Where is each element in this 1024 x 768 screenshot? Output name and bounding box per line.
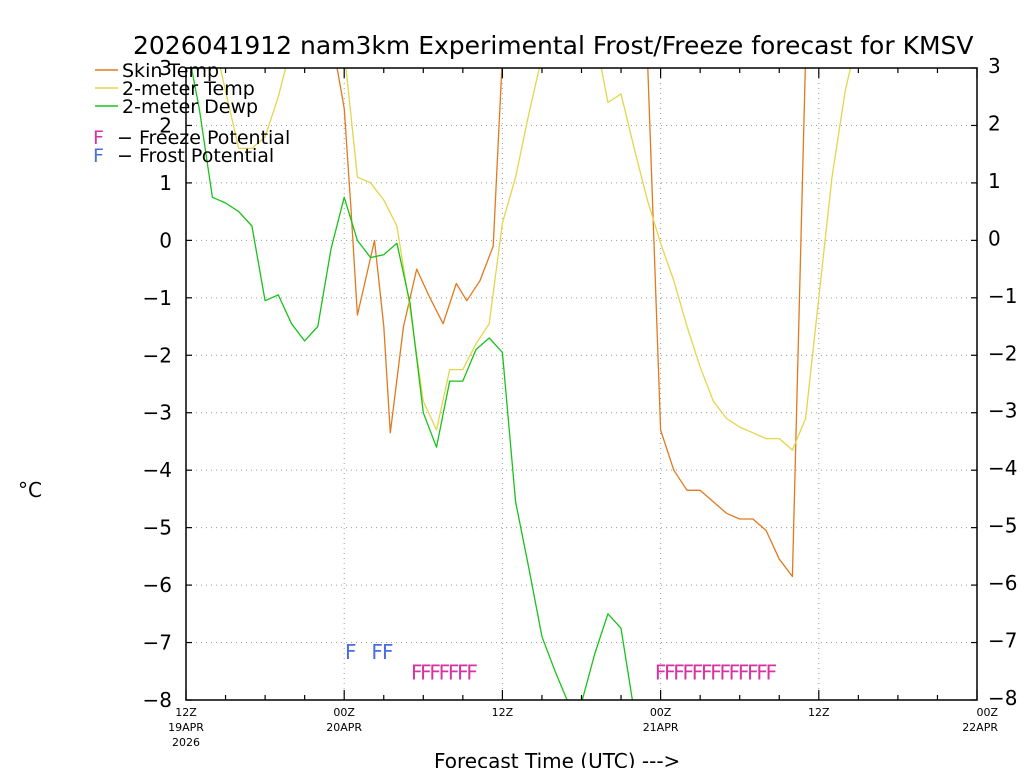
y-tick-label-right: 0 — [988, 226, 1001, 250]
legend-label: Skin Temp — [122, 60, 219, 82]
freeze-potential-marker: F — [420, 660, 432, 684]
series-layer — [190, 68, 852, 700]
y-tick-label-right: −1 — [988, 284, 1017, 308]
x-tick-label-date: 20APR — [326, 721, 362, 734]
y-tick-labels-right: 3 2 1 0 −1 −2 −3 −4 −5 −6 −7 −8 — [988, 54, 1017, 710]
y-axis-title: °C — [18, 478, 42, 502]
freeze-potential-marker: F — [664, 660, 676, 684]
y-tick-label-left: 2 — [159, 113, 172, 137]
y-tick-label-left: −4 — [143, 458, 172, 482]
series-line-2-meter-temp — [219, 68, 852, 451]
freeze-potential-marker: F — [683, 660, 695, 684]
legend-potential-label: − Frost Potential — [117, 145, 274, 167]
y-tick-label-left: −7 — [143, 631, 172, 655]
x-tick-label-date: 21APR — [643, 721, 679, 734]
freeze-potential-marker: F — [747, 660, 759, 684]
x-tick-label-year: 2026 — [172, 736, 200, 749]
y-tick-label-right: 1 — [988, 169, 1001, 193]
x-tick-label-time: 00Z — [976, 706, 998, 719]
y-tick-label-left: −5 — [143, 516, 172, 540]
y-tick-label-right: −7 — [988, 629, 1017, 653]
freeze-potential-marker: F — [655, 660, 667, 684]
freeze-potential-marker: F — [756, 660, 768, 684]
freeze-potential-marker: F — [692, 660, 704, 684]
freeze-potential-marker: F — [466, 660, 478, 684]
freeze-potential-marker: F — [729, 660, 741, 684]
x-tick-label-date: 22APR — [962, 721, 998, 734]
freeze-potential-marker: F — [439, 660, 451, 684]
y-tick-label-left: −1 — [143, 286, 172, 310]
x-tick-labels: 12Z 19APR 2026 00Z 20APR 12Z 00Z 21APR 12Z 00Z 22A… — [168, 706, 998, 749]
freeze-potential-marker: F — [766, 660, 778, 684]
x-tick-label-time: 12Z — [808, 706, 830, 719]
legend-label: 2-meter Temp — [122, 78, 255, 100]
y-tick-label-left: −3 — [143, 401, 172, 425]
x-tick-label-time: 00Z — [650, 706, 672, 719]
series-line-skin-temp — [336, 68, 806, 578]
y-tick-labels-left: 3 2 1 0 −1 −2 −3 −4 −5 −6 −7 −8 — [143, 56, 172, 712]
freeze-potential-marker: F — [411, 660, 423, 684]
chart-title: 2026041912 nam3km Experimental Frost/Fre… — [133, 31, 974, 60]
y-tick-label-right: 3 — [988, 54, 1001, 78]
y-tick-label-left: −8 — [143, 688, 172, 712]
y-tick-label-left: −6 — [143, 573, 172, 597]
x-tick-label-time: 12Z — [492, 706, 514, 719]
series-line-2-meter-dewp — [190, 68, 634, 700]
freeze-potential-marker: F — [448, 660, 460, 684]
freeze-potential-marker: F — [457, 660, 469, 684]
frost-potential-marker: F — [382, 640, 394, 664]
freeze-potential-marker: F — [719, 660, 731, 684]
y-tick-label-right: −4 — [988, 456, 1017, 480]
freeze-potential-marker: F — [710, 660, 722, 684]
y-tick-label-left: −2 — [143, 343, 172, 367]
y-tick-label-right: −3 — [988, 399, 1017, 423]
freeze-potential-marker: F — [701, 660, 713, 684]
legend-potential-label: − Freeze Potential — [117, 127, 290, 149]
x-tick-label-time: 00Z — [333, 706, 355, 719]
plot-frame — [185, 67, 978, 701]
legend-potential-symbol: F — [93, 127, 104, 149]
x-tick-label-date: 19APR — [168, 721, 204, 734]
x-axis-title: Forecast Time (UTC) ---> — [434, 749, 680, 768]
y-tick-label-right: −5 — [988, 514, 1017, 538]
y-tick-label-left: 0 — [159, 228, 172, 252]
y-tick-label-right: −2 — [988, 341, 1017, 365]
frost-potential-marker: F — [371, 640, 383, 664]
legend-label: 2-meter Dewp — [122, 96, 258, 118]
y-tick-label-right: −6 — [988, 571, 1017, 595]
axis-ticks — [185, 67, 978, 701]
y-tick-label-right: −8 — [988, 686, 1017, 710]
legend-potential-symbol: F — [93, 145, 104, 167]
frost-potential-marker: F — [345, 640, 357, 664]
y-tick-label-left: 1 — [159, 171, 172, 195]
freeze-potential-marker: F — [429, 660, 441, 684]
freeze-potential-marker: F — [673, 660, 685, 684]
y-tick-label-left: 3 — [159, 56, 172, 80]
y-tick-label-right: 2 — [988, 111, 1001, 135]
grid-lines — [186, 68, 977, 700]
x-tick-label-time: 12Z — [175, 706, 197, 719]
freeze-potential-marker: F — [738, 660, 750, 684]
